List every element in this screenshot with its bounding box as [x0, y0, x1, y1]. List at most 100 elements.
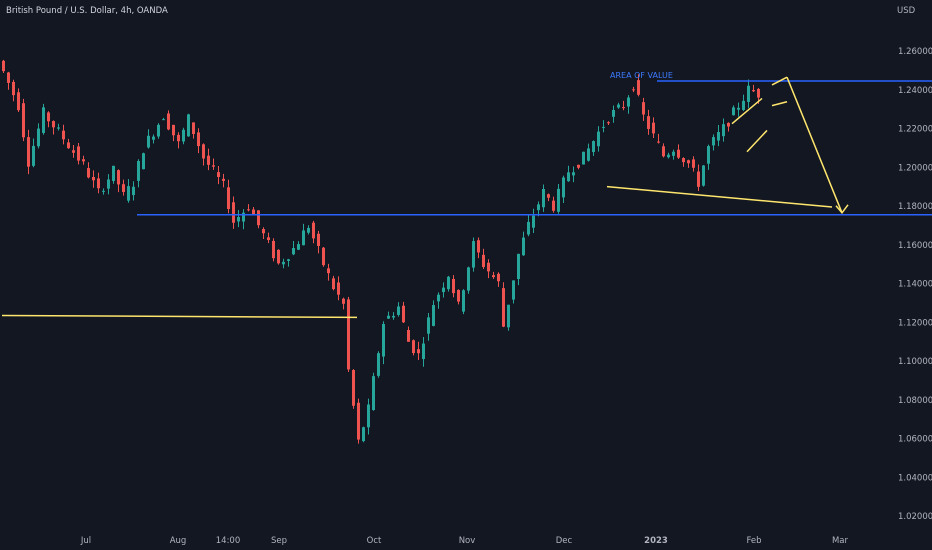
- y-tick-label: 1.04000: [898, 473, 932, 483]
- candle-body: [617, 104, 620, 108]
- candle-body: [382, 323, 385, 357]
- candle-body: [212, 165, 215, 167]
- candle-body: [312, 222, 315, 239]
- candle-body: [122, 184, 125, 192]
- candle-body: [632, 89, 635, 91]
- candle-body: [522, 237, 525, 256]
- candle-body: [182, 129, 185, 142]
- candle-body: [392, 315, 395, 318]
- candle-body: [627, 97, 630, 107]
- candle-body: [77, 146, 80, 161]
- candle-body: [67, 142, 70, 149]
- candle-body: [152, 136, 155, 140]
- x-tick-label: Aug: [170, 536, 187, 546]
- candle-body: [297, 244, 300, 250]
- candle-body: [267, 237, 270, 241]
- candle-body: [557, 188, 560, 212]
- candle-body: [42, 107, 45, 133]
- wedge-lower-line[interactable]: [746, 129, 768, 153]
- candle-body: [687, 160, 690, 164]
- candle-body: [547, 194, 550, 198]
- candle-body: [367, 404, 370, 428]
- candle-body: [307, 227, 310, 233]
- y-tick-label: 1.08000: [898, 396, 932, 406]
- candle-body: [562, 177, 565, 198]
- candle-body: [227, 187, 230, 209]
- candle-body: [672, 151, 675, 156]
- candle-body: [467, 267, 470, 291]
- candle-body: [407, 329, 410, 342]
- candle-body: [582, 151, 585, 165]
- candle-body: [642, 102, 645, 115]
- candle-body: [377, 353, 380, 376]
- candle-body: [187, 114, 190, 137]
- candle-body: [517, 253, 520, 279]
- wedge-upper-line[interactable]: [731, 97, 763, 125]
- candle-body: [537, 204, 540, 211]
- y-tick-label: 1.18000: [898, 202, 932, 212]
- candle-body: [7, 72, 10, 83]
- projection-line-1[interactable]: [786, 76, 843, 214]
- candle-body: [337, 282, 340, 295]
- candle-body: [667, 154, 670, 158]
- candle-body: [697, 171, 700, 187]
- currency-label: USD: [897, 6, 916, 16]
- candle-body: [137, 161, 140, 181]
- x-tick-label: 14:00: [216, 536, 241, 546]
- candle-body: [492, 275, 495, 278]
- candle-body: [2, 60, 5, 72]
- lower-left-trendline[interactable]: [1, 314, 358, 319]
- candle-body: [27, 137, 30, 167]
- y-tick-label: 1.14000: [898, 280, 932, 290]
- candle-body: [117, 170, 120, 185]
- candle-body: [652, 122, 655, 134]
- candle-body: [462, 290, 465, 312]
- candle-body: [677, 149, 680, 158]
- candle-body: [662, 146, 665, 157]
- candle-body: [682, 158, 685, 163]
- candle-body: [507, 304, 510, 328]
- candle-body: [17, 92, 20, 111]
- candle-body: [192, 122, 195, 135]
- candle-body: [287, 259, 290, 261]
- y-axis[interactable]: 1.26000 1.24000 1.22000 1.20000 1.18000 1.160…: [898, 47, 932, 522]
- candle-body: [32, 145, 35, 166]
- candle-body: [352, 370, 355, 406]
- candle-body: [742, 100, 745, 110]
- candle-body: [177, 134, 180, 142]
- area-of-value-label: AREA OF VALUE: [610, 71, 673, 80]
- y-tick-label: 1.22000: [898, 125, 932, 135]
- candle-body: [167, 113, 170, 130]
- candle-body: [202, 144, 205, 159]
- y-tick-label: 1.16000: [898, 241, 932, 251]
- candle-body: [302, 230, 305, 246]
- candle-body: [317, 233, 320, 247]
- candle-body: [477, 240, 480, 253]
- candle-body: [712, 137, 715, 146]
- candle-body: [637, 80, 640, 95]
- candle-body: [342, 298, 345, 304]
- candle-body: [92, 177, 95, 181]
- candle-body: [472, 241, 475, 268]
- candle-body: [587, 148, 590, 161]
- candle-body: [527, 221, 530, 235]
- candle-body: [247, 209, 250, 211]
- candle-body: [747, 85, 750, 102]
- candle-body: [257, 210, 260, 226]
- candle-body: [717, 132, 720, 141]
- candle-body: [567, 172, 570, 182]
- candle-body: [727, 122, 730, 127]
- x-tick-label: Sep: [271, 536, 287, 546]
- candle-body: [512, 280, 515, 300]
- flag-top-line[interactable]: [771, 76, 788, 86]
- flag-bottom-line[interactable]: [771, 101, 788, 107]
- candle-body: [322, 247, 325, 266]
- candle-body: [432, 305, 435, 326]
- rising-trendline[interactable]: [606, 185, 833, 208]
- x-tick-label: Feb: [746, 536, 761, 546]
- candle-body: [532, 215, 535, 228]
- x-axis[interactable]: Jul Aug 14:00 Sep Oct Nov Dec 2023 Feb Mar: [80, 536, 849, 546]
